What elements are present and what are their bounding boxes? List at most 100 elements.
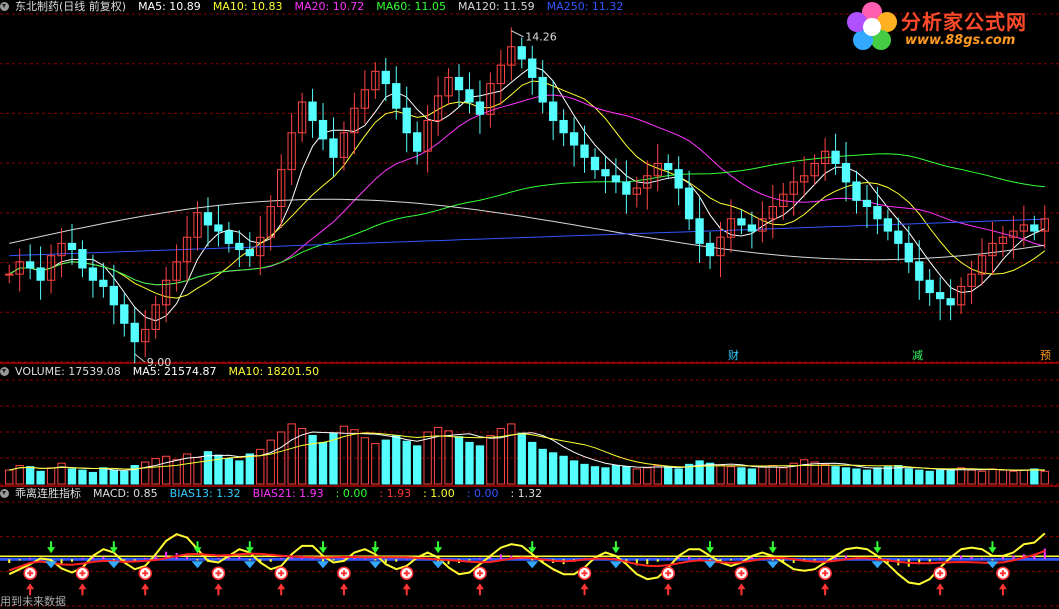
- buy-plus-icon: [665, 570, 672, 577]
- volume-bar: [643, 467, 652, 485]
- down-arrow-icon: [706, 541, 715, 554]
- volume-ma-0: MA5: 21574.87: [132, 365, 217, 378]
- high-pointer: [511, 30, 524, 38]
- volume-bar: [684, 463, 694, 485]
- indicator-item-6: : 0.00: [466, 487, 499, 500]
- up-arrow-icon: [821, 583, 830, 596]
- indicator-item-4: : 1.93: [379, 487, 412, 500]
- indicator-menu-icon[interactable]: [0, 489, 9, 498]
- volume-bar: [664, 466, 673, 485]
- volume-bar: [800, 459, 809, 485]
- volume-bar: [632, 468, 641, 485]
- main-ma-0: MA5: 10.89: [138, 0, 201, 13]
- panel-menu-icon[interactable]: [0, 2, 9, 11]
- volume-bar: [433, 426, 443, 485]
- volume-bar: [925, 470, 934, 485]
- candle-body: [402, 107, 411, 134]
- up-arrow-icon: [998, 583, 1007, 596]
- indicator-item-3: : 0.00: [335, 487, 368, 500]
- indicator-title: 乖离连胜指标: [15, 487, 81, 500]
- candle-body: [423, 119, 432, 152]
- volume-bar: [57, 462, 66, 485]
- buy-plus-icon: [476, 570, 483, 577]
- ma-line-5: [8, 65, 1046, 322]
- candle-body: [203, 212, 213, 226]
- down-arrow-icon: [109, 541, 118, 554]
- up-arrow-icon: [664, 583, 673, 596]
- buy-plus-icon: [581, 570, 588, 577]
- volume-menu-icon[interactable]: [0, 367, 9, 376]
- flower-icon: [847, 2, 897, 50]
- down-arrow-icon: [988, 541, 997, 554]
- volume-bar: [1019, 469, 1029, 485]
- volume-bar: [580, 463, 589, 485]
- fin-mark-1[interactable]: 减: [912, 349, 923, 362]
- volume-bar: [109, 469, 118, 485]
- candle-body: [580, 144, 589, 158]
- candle-body: [852, 181, 861, 201]
- volume-bar: [235, 460, 244, 485]
- candle-body: [737, 218, 746, 226]
- candle-body: [444, 76, 453, 97]
- volume-ma-legend: MA5: 21574.87 MA10: 18201.50: [127, 365, 325, 378]
- volume-bar: [507, 423, 516, 485]
- candle-body: [454, 76, 464, 91]
- volume-bar: [423, 431, 432, 485]
- volume-bar: [559, 455, 568, 485]
- ma-line-60: [8, 153, 1045, 286]
- buy-plus-icon: [403, 570, 410, 577]
- candle-body: [664, 162, 673, 171]
- volume-bar: [444, 430, 453, 485]
- volume-bar: [977, 470, 987, 485]
- buy-plus-icon: [340, 570, 347, 577]
- volume-bar: [161, 455, 171, 485]
- sell-triangle-icon: [986, 561, 999, 569]
- site-logo: 分析家公式网 www.88gs.com: [843, 0, 1053, 52]
- candle-body: [329, 138, 338, 158]
- candle-body: [486, 83, 495, 115]
- main-ma-4: MA120: 11.59: [457, 0, 535, 13]
- candle-body: [36, 267, 45, 281]
- volume-bar: [360, 437, 370, 485]
- volume-bar: [15, 465, 24, 485]
- candle-body: [653, 162, 662, 177]
- candle-body: [496, 64, 506, 85]
- volume-bar: [779, 467, 788, 485]
- candle-body: [67, 242, 77, 251]
- volume-bar: [141, 461, 150, 485]
- volume-bar: [67, 468, 77, 485]
- volume-bar: [705, 462, 715, 485]
- down-arrow-icon: [611, 541, 620, 554]
- candle-body: [1009, 230, 1018, 238]
- sell-triangle-icon: [871, 561, 884, 569]
- volume-bar: [339, 425, 349, 485]
- fin-mark-2[interactable]: 预: [1040, 349, 1051, 362]
- candle-body: [559, 119, 568, 134]
- buy-plus-icon: [142, 570, 149, 577]
- buy-plus-icon: [79, 570, 86, 577]
- volume-panel-header: VOLUME: 17539.08 MA5: 21574.87 MA10: 18201…: [0, 365, 331, 379]
- candle-body: [224, 230, 234, 244]
- candle-body: [695, 218, 704, 244]
- candle-body: [1030, 224, 1039, 232]
- indicator-item-5: : 1.00: [423, 487, 455, 500]
- ma-line-20: [8, 94, 1045, 286]
- volume-bar: [496, 428, 506, 485]
- candle-body: [956, 285, 966, 306]
- candle-body: [151, 304, 160, 330]
- sell-triangle-icon: [432, 561, 445, 569]
- buy-plus-icon: [999, 570, 1006, 577]
- volume-bar: [120, 470, 129, 485]
- up-arrow-icon: [277, 583, 286, 596]
- volume-bar: [413, 445, 422, 485]
- candle-body: [967, 273, 976, 287]
- volume-bar: [915, 469, 924, 485]
- sell-triangle-icon: [107, 561, 120, 569]
- fin-mark-0[interactable]: 财: [728, 349, 739, 362]
- volume-bar: [528, 441, 537, 485]
- volume-bar: [245, 453, 254, 485]
- candle-body: [465, 89, 474, 103]
- candle-body: [716, 236, 725, 257]
- logo-title: 分析家公式网: [901, 10, 1027, 34]
